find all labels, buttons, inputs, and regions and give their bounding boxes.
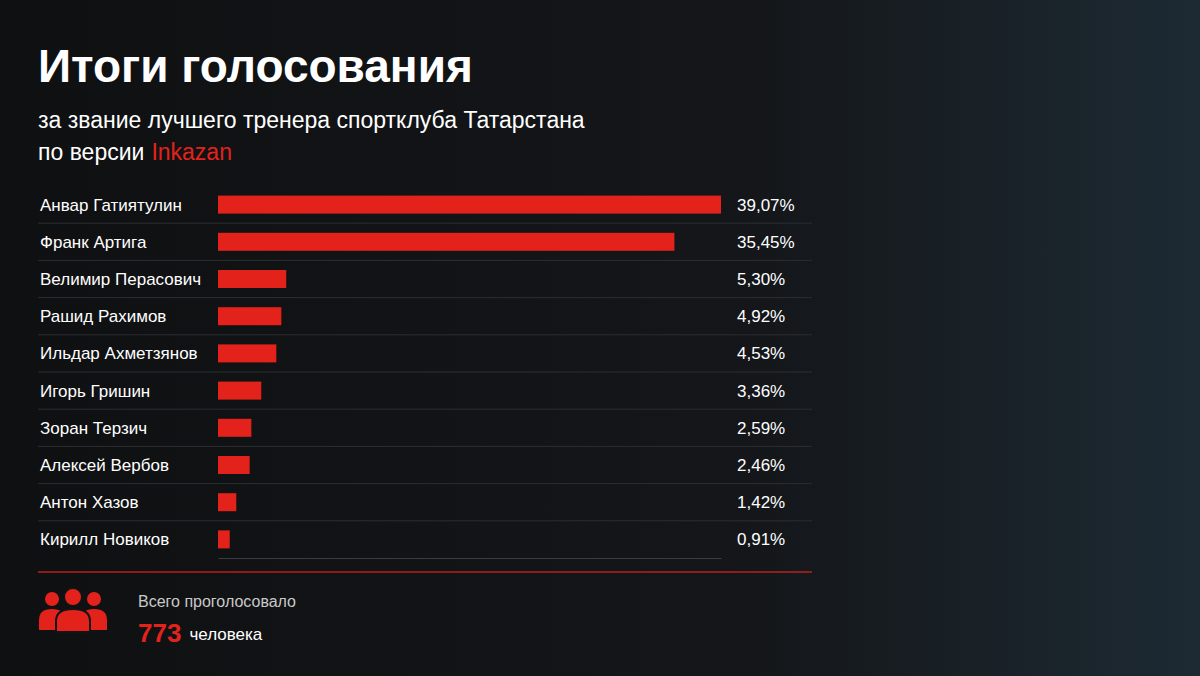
footer-total: 773 [138, 618, 181, 648]
background [0, 0, 1200, 676]
bar [218, 530, 230, 548]
subtitle: по версии [38, 139, 144, 165]
category-label: Франк Артига [40, 233, 147, 252]
category-label: Игорь Гришин [40, 382, 150, 401]
bar [218, 270, 286, 288]
row-separator [38, 446, 812, 447]
row-separator [38, 334, 812, 335]
bar [218, 196, 721, 214]
bars [218, 196, 721, 549]
bar [218, 419, 251, 437]
data-label: 4,53% [737, 344, 785, 363]
category-label: Алексей Вербов [40, 456, 169, 475]
row-separator [38, 372, 812, 373]
bar [218, 382, 261, 400]
category-label: Зоран Терзич [40, 419, 147, 438]
axis-line [219, 558, 722, 559]
title: Итоги голосования [38, 40, 473, 92]
data-label: 0,91% [737, 530, 785, 549]
footer-unit: человека [189, 625, 262, 644]
row-separators [38, 223, 812, 521]
subtitle-highlight: Inkazan [151, 139, 232, 165]
category-labels: Анвар Гатиятулин Франк Артига Велимир Пера… [40, 196, 201, 550]
data-label: 5,30% [737, 270, 785, 289]
category-label: Велимир Перасович [40, 270, 201, 289]
chart-root: Итоги голосования за звание лучшего трене… [0, 0, 1200, 676]
data-label: 2,59% [737, 419, 785, 438]
row-separator [38, 409, 812, 410]
data-label: 35,45% [737, 233, 795, 252]
data-label: 3,36% [737, 382, 785, 401]
data-label: 39,07% [737, 196, 795, 215]
row-separator [38, 260, 812, 261]
data-label: 4,92% [737, 307, 785, 326]
footer-label: Всего проголосовало [138, 593, 296, 610]
category-label: Анвар Гатиятулин [40, 196, 182, 215]
data-labels: 39,07% 35,45% 5,30% 4,92% 4,53% 3,36% 2,59% 2,4… [737, 196, 795, 550]
bar [218, 344, 276, 362]
subtitle: за звание лучшего тренера спортклуба Тат… [38, 107, 585, 133]
row-separator [38, 223, 812, 224]
data-label: 2,46% [737, 456, 785, 475]
category-label: Рашид Рахимов [40, 307, 166, 326]
category-label: Антон Хазов [40, 493, 139, 512]
category-label: Кирилл Новиков [40, 530, 169, 549]
footer-separator [38, 571, 812, 573]
bar [218, 307, 281, 325]
row-separator [38, 520, 812, 521]
people-icon [39, 588, 107, 632]
row-separator [38, 483, 812, 484]
row-separator [38, 297, 812, 298]
bar [218, 493, 236, 511]
bar [218, 456, 250, 474]
category-label: Ильдар Ахметзянов [40, 344, 198, 363]
data-label: 1,42% [737, 493, 785, 512]
x-axis [219, 558, 722, 559]
bar [218, 233, 674, 251]
